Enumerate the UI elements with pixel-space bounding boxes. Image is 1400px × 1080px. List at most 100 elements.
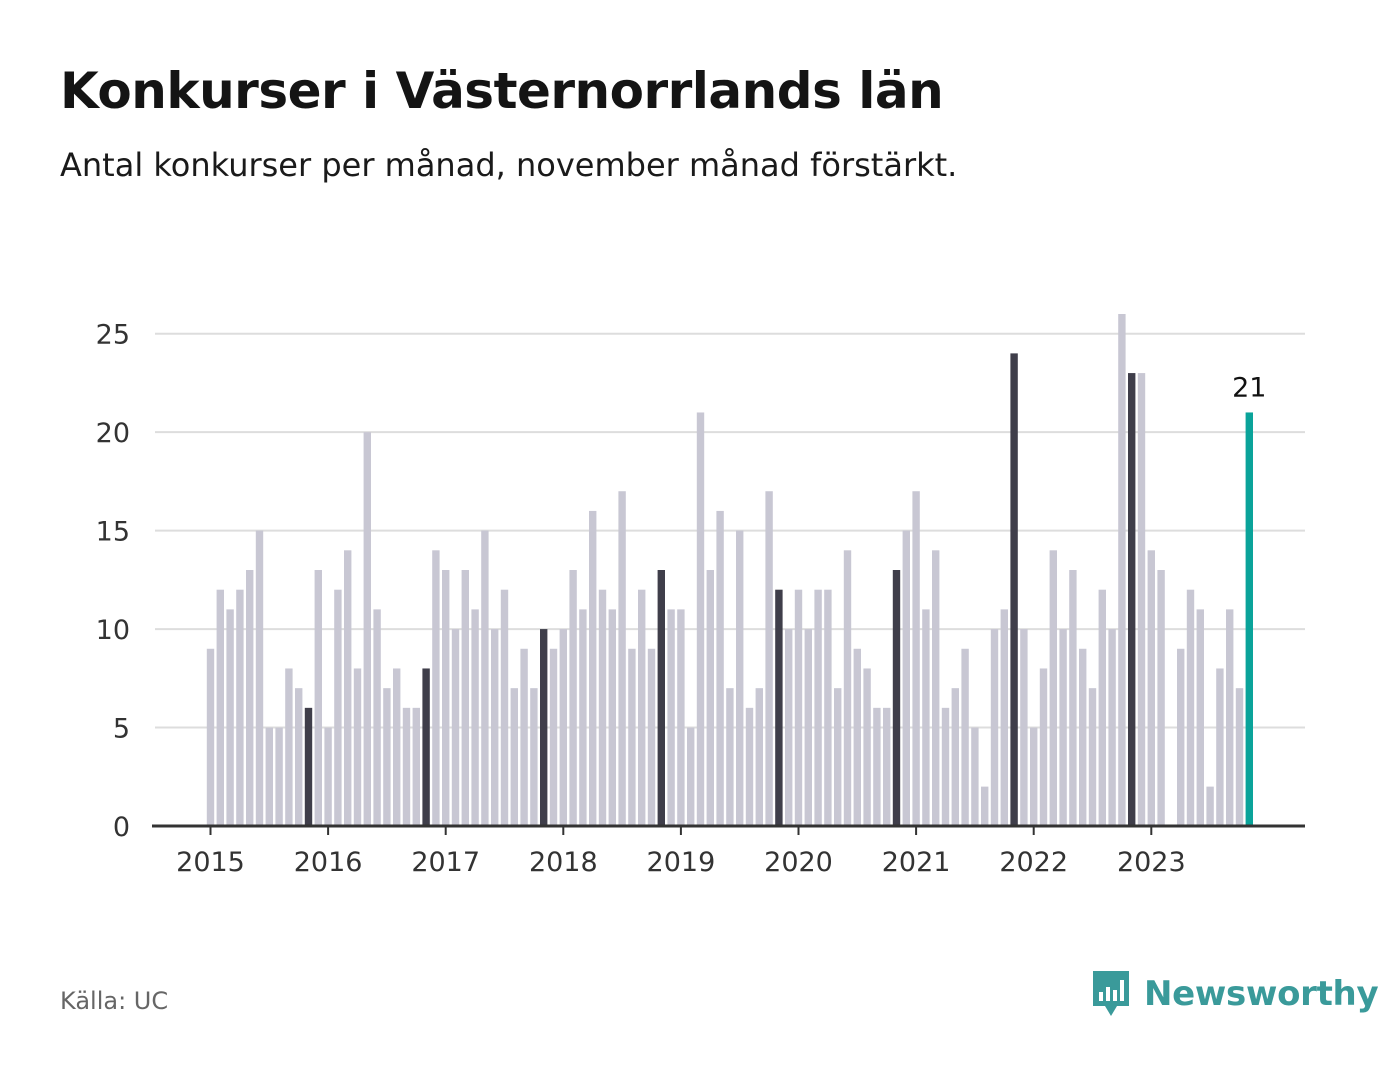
bar — [687, 727, 695, 826]
bar — [383, 688, 391, 826]
bar — [393, 668, 401, 826]
bar — [1128, 373, 1136, 826]
bar — [628, 648, 636, 826]
bar — [1226, 609, 1234, 826]
bar — [941, 707, 950, 826]
bar — [912, 491, 920, 826]
bar — [324, 727, 332, 826]
bar — [853, 648, 861, 826]
bar — [216, 589, 224, 826]
bar — [285, 668, 293, 826]
bar — [843, 550, 852, 826]
bar — [1177, 648, 1185, 826]
bar — [481, 530, 489, 826]
bar — [363, 432, 371, 826]
y-tick-label: 20 — [96, 418, 130, 449]
bar — [785, 629, 793, 826]
newsworthy-logo-icon — [1093, 971, 1129, 1016]
bar — [677, 609, 685, 826]
bar — [579, 609, 587, 826]
chart-title: Konkurser i Västernorrlands län — [60, 62, 944, 120]
bar — [275, 727, 283, 826]
bar — [608, 609, 616, 826]
bar — [373, 609, 381, 826]
chart-subtitle: Antal konkurser per månad, november måna… — [60, 146, 958, 184]
bar — [814, 589, 822, 826]
bar — [334, 589, 342, 826]
latest-value-label: 21 — [1232, 372, 1266, 403]
bar — [510, 688, 518, 826]
bar — [834, 688, 842, 826]
bar — [716, 510, 724, 826]
bar — [902, 530, 910, 826]
x-tick-label: 2022 — [999, 847, 1068, 878]
bar — [491, 629, 499, 826]
x-tick-label: 2016 — [294, 847, 363, 878]
y-axis-ticks: 0 5 10 15 20 25 — [96, 320, 130, 843]
bar — [1108, 629, 1116, 826]
bar — [295, 688, 303, 826]
bar — [696, 412, 705, 826]
bar — [1216, 668, 1224, 826]
bar — [804, 629, 812, 826]
bar — [794, 589, 803, 826]
bar — [706, 570, 714, 826]
x-tick-label: 2023 — [1117, 847, 1186, 878]
bar — [432, 550, 440, 826]
bar — [1245, 412, 1253, 826]
newsworthy-logo[interactable]: Newsworthy — [1090, 968, 1379, 1020]
bar — [569, 570, 577, 826]
bar — [892, 570, 901, 826]
bar — [951, 688, 959, 826]
bar — [236, 589, 244, 826]
bar — [1157, 570, 1165, 826]
bar — [775, 589, 783, 826]
bar — [530, 688, 538, 826]
bar — [442, 570, 450, 826]
bar — [226, 609, 234, 826]
bar — [500, 589, 509, 826]
bar — [1020, 629, 1028, 826]
bar — [304, 707, 313, 826]
bar — [1147, 550, 1155, 826]
bar — [471, 609, 479, 826]
bar — [824, 589, 832, 826]
bar — [863, 668, 871, 826]
bars — [206, 314, 1253, 826]
bar — [1000, 609, 1008, 826]
bar — [1118, 314, 1126, 826]
bar — [344, 550, 352, 826]
bar — [1196, 609, 1204, 826]
bar — [1137, 373, 1146, 826]
bar — [1010, 353, 1018, 826]
bar — [873, 707, 881, 826]
bar — [638, 589, 646, 826]
bar — [990, 629, 999, 826]
y-tick-label: 0 — [113, 812, 130, 843]
bar — [549, 648, 558, 826]
bar — [922, 609, 930, 826]
bar — [961, 648, 969, 826]
x-axis: 2015 2016 2017 2018 2019 2020 2021 2022 2023 — [152, 824, 1305, 878]
bar — [755, 688, 763, 826]
bar — [451, 629, 460, 826]
x-tick-label: 2019 — [647, 847, 716, 878]
bar — [1098, 589, 1106, 826]
bar — [981, 786, 989, 826]
y-tick-label: 5 — [113, 714, 130, 745]
x-tick-label: 2021 — [882, 847, 951, 878]
bar — [520, 648, 528, 826]
bar — [559, 629, 567, 826]
bar — [255, 530, 264, 826]
bar — [314, 570, 322, 826]
brand-name: Newsworthy — [1144, 974, 1379, 1014]
bar — [1235, 688, 1244, 826]
bar — [726, 688, 734, 826]
bar — [540, 629, 548, 826]
bar — [618, 491, 626, 826]
bar — [745, 707, 754, 826]
bar — [1030, 727, 1038, 826]
y-tick-label: 10 — [96, 615, 130, 646]
data-labels: 21 — [1232, 372, 1266, 403]
bar — [736, 530, 744, 826]
